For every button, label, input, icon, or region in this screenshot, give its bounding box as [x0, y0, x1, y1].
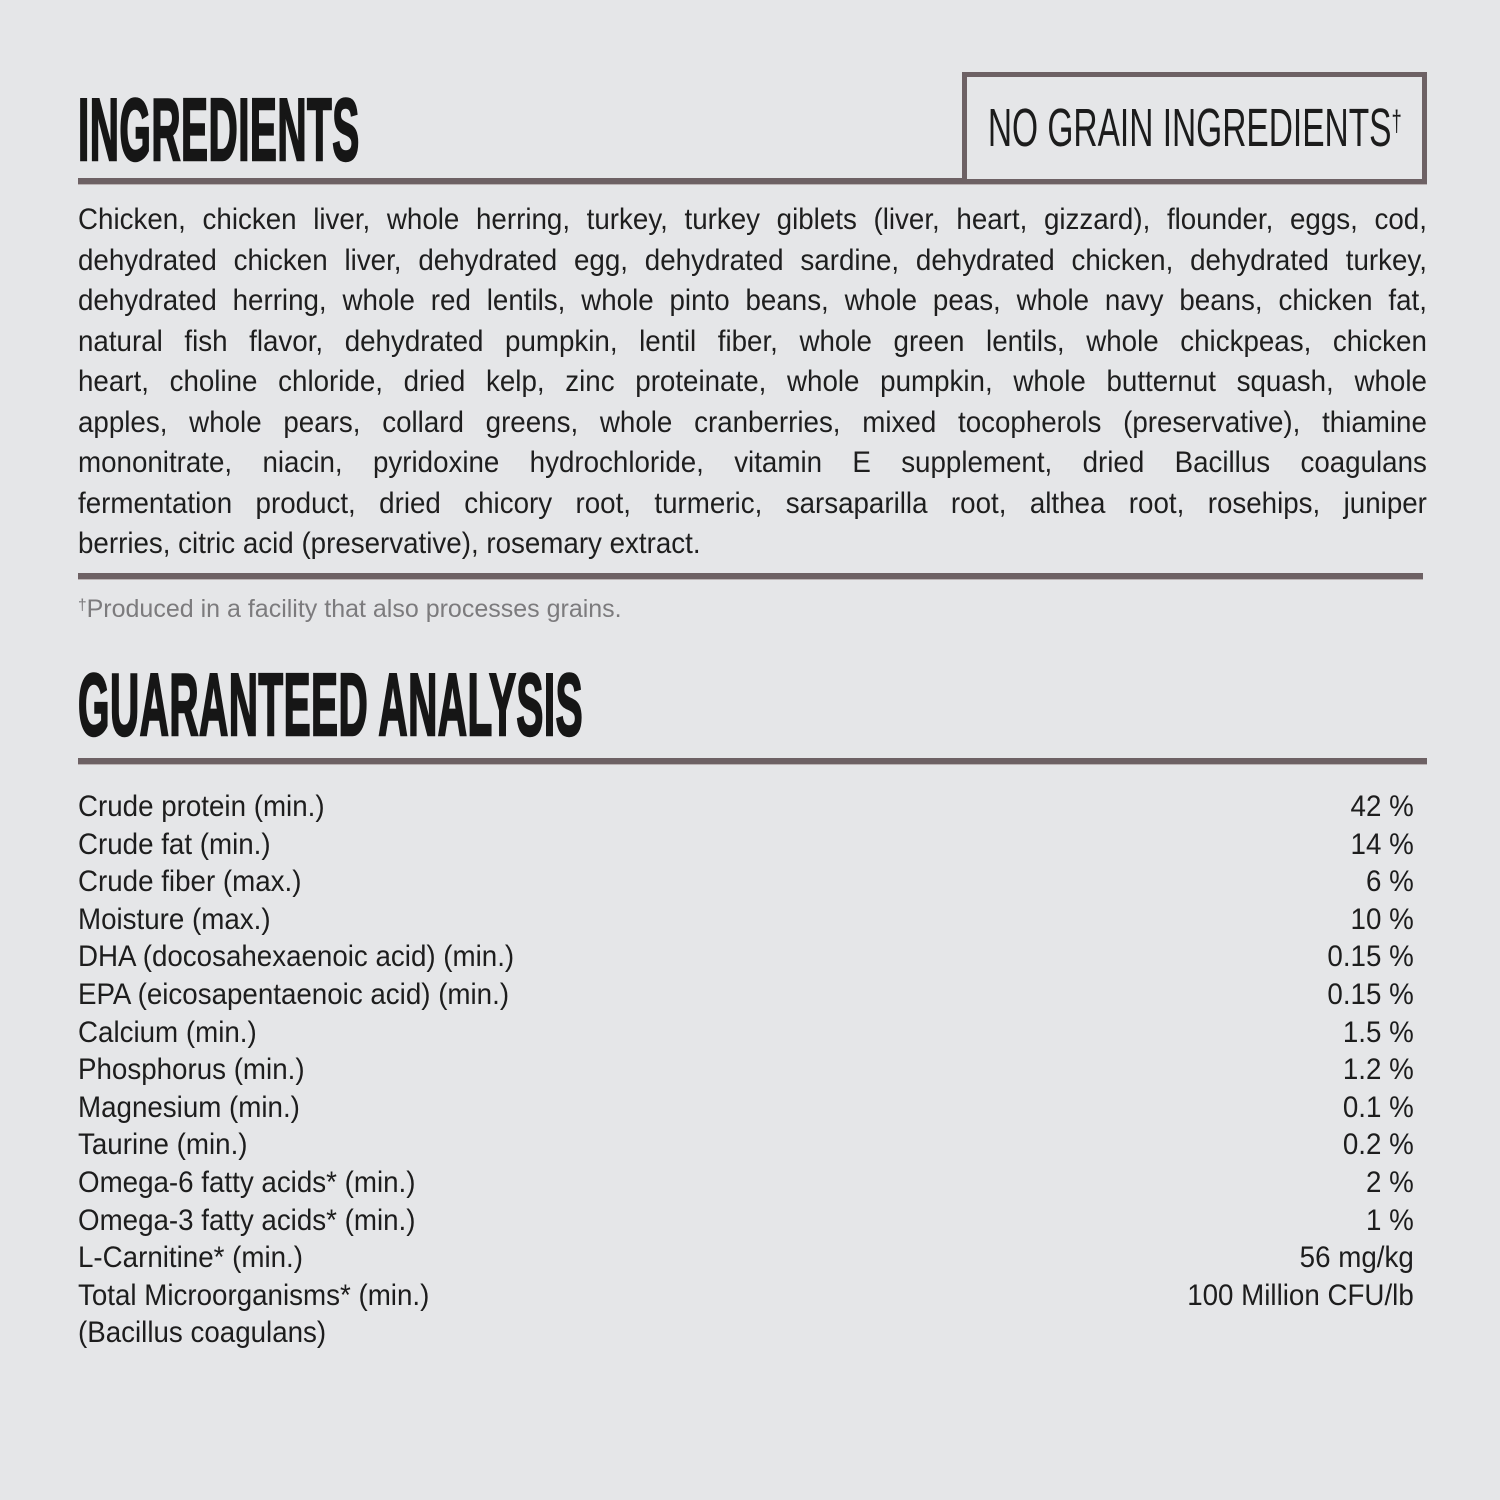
footnote-text: Produced in a facility that also process… — [86, 594, 622, 623]
ingredients-paragraph: Chicken, chicken liver, whole herring, t… — [78, 200, 1427, 565]
analysis-row-value: 100 Million CFU/lb — [1187, 1278, 1414, 1312]
analysis-row-label: Crude protein (min.) — [78, 790, 325, 823]
analysis-row-label: EPA (eicosapentaenoic acid) (min.) — [78, 977, 510, 1011]
dagger-icon: † — [78, 597, 87, 614]
guaranteed-analysis-table: Crude protein (min.) 42 % Crude fat (min… — [78, 788, 1427, 1352]
analysis-row: Crude fat (min.) 14 % — [78, 826, 1427, 864]
analysis-row: Taurine (min.) 0.2 % — [78, 1126, 1427, 1164]
analysis-row-value: 1.5 % — [1342, 1015, 1414, 1049]
analysis-row: Crude fiber (max.) 6 % — [78, 863, 1427, 901]
analysis-row-value: 42 % — [1350, 790, 1414, 823]
ingredients-bottom-rule — [78, 573, 1423, 580]
analysis-row-value: 6 % — [1365, 865, 1414, 899]
analysis-row-label: Taurine (min.) — [78, 1128, 248, 1162]
ingredients-text-line: Chicken, chicken liver, whole herring, t… — [78, 203, 1427, 236]
analysis-row: Omega-3 fatty acids* (min.) 1 % — [78, 1202, 1427, 1240]
analysis-row: Moisture (max.) 10 % — [78, 901, 1427, 939]
dagger-icon: † — [1391, 105, 1402, 139]
analysis-row: Omega-6 fatty acids* (min.) 2 % — [78, 1164, 1427, 1202]
analysis-row-value: 0.15 % — [1327, 940, 1414, 974]
analysis-row: Crude protein (min.) 42 % — [78, 788, 1427, 826]
no-grain-label: NO GRAIN INGREDIENTS† — [988, 101, 1402, 155]
grain-facility-footnote: †Produced in a facility that also proces… — [78, 591, 622, 624]
analysis-row: Calcium (min.) 1.5 % — [78, 1014, 1427, 1052]
no-grain-label-text: NO GRAIN INGREDIENTS — [987, 98, 1392, 158]
analysis-row-value: 14 % — [1350, 827, 1414, 861]
analysis-row: Magnesium (min.) 0.1 % — [78, 1089, 1427, 1127]
analysis-row-value: 0.15 % — [1327, 977, 1414, 1011]
analysis-row: DHA (docosahexaenoic acid) (min.) 0.15 % — [78, 938, 1427, 976]
analysis-row-value: 2 % — [1365, 1165, 1414, 1199]
ingredients-text-line: heart, choline chloride, dried kelp, zin… — [78, 365, 1427, 398]
ingredients-text-line: mononitrate, niacin, pyridoxine hydrochl… — [78, 446, 1427, 479]
analysis-row-label: (Bacillus coagulans) — [78, 1316, 327, 1350]
analysis-row-value: 0.1 % — [1342, 1090, 1414, 1124]
analysis-row-value: 0.2 % — [1342, 1128, 1414, 1162]
guaranteed-analysis-title: GUARANTEED ANALYSIS — [77, 655, 584, 754]
analysis-row-label: Omega-6 fatty acids* (min.) — [78, 1165, 416, 1199]
analysis-row: Total Microorganisms* (min.) 100 Million… — [78, 1277, 1427, 1315]
ingredients-text-line: berries, citric acid (preservative), ros… — [78, 527, 701, 560]
analysis-row-label: L-Carnitine* (min.) — [78, 1241, 303, 1275]
analysis-row-label: Crude fat (min.) — [78, 827, 271, 861]
analysis-row: (Bacillus coagulans) — [78, 1314, 1427, 1352]
analysis-row-label: Total Microorganisms* (min.) — [78, 1278, 430, 1312]
analysis-row-value: 10 % — [1350, 902, 1414, 936]
guaranteed-analysis-title-rule — [78, 758, 1427, 765]
ingredients-text-line: apples, whole pears, collard greens, who… — [78, 405, 1427, 439]
ingredients-text-line: dehydrated chicken liver, dehydrated egg… — [78, 243, 1427, 277]
analysis-row-label: DHA (docosahexaenoic acid) (min.) — [78, 940, 515, 974]
analysis-row-value: 1 % — [1365, 1203, 1414, 1237]
analysis-row-label: Phosphorus (min.) — [78, 1053, 305, 1087]
analysis-row-label: Calcium (min.) — [78, 1015, 257, 1049]
ingredients-section-title: INGREDIENTS — [77, 80, 360, 179]
ingredients-title-rule — [78, 178, 1427, 185]
analysis-row-value: 1.2 % — [1342, 1053, 1414, 1087]
analysis-row-label: Omega-3 fatty acids* (min.) — [78, 1203, 416, 1237]
ingredients-text-line: natural fish flavor, dehydrated pumpkin,… — [78, 324, 1427, 358]
analysis-row-label: Moisture (max.) — [78, 902, 271, 936]
ingredients-text-line: dehydrated herring, whole red lentils, w… — [78, 284, 1427, 317]
no-grain-badge: NO GRAIN INGREDIENTS† — [962, 72, 1427, 184]
analysis-row-label: Magnesium (min.) — [78, 1090, 300, 1124]
analysis-row: L-Carnitine* (min.) 56 mg/kg — [78, 1239, 1427, 1277]
analysis-row-value: 56 mg/kg — [1299, 1241, 1414, 1275]
ingredients-text-line: fermentation product, dried chicory root… — [78, 486, 1427, 520]
analysis-row: EPA (eicosapentaenoic acid) (min.) 0.15 … — [78, 976, 1427, 1014]
analysis-row-label: Crude fiber (max.) — [78, 865, 302, 899]
analysis-row: Phosphorus (min.) 1.2 % — [78, 1051, 1427, 1089]
